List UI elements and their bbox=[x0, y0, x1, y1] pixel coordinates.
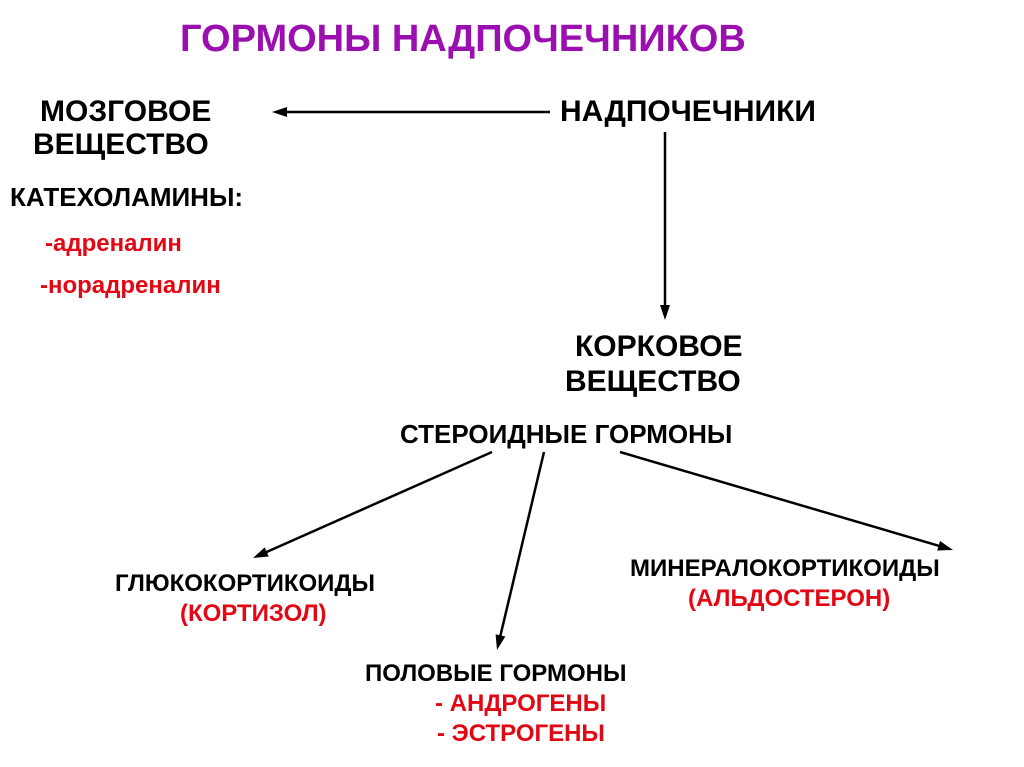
node-gluco: ГЛЮКОКОРТИКОИДЫ bbox=[115, 570, 375, 598]
node-medulla2: ВЕЩЕСТВО bbox=[33, 128, 209, 163]
arrow-line-2 bbox=[261, 452, 492, 554]
node-androg: - АНДРОГЕНЫ bbox=[435, 690, 606, 718]
arrow-head-3 bbox=[496, 634, 506, 650]
arrow-head-0 bbox=[272, 107, 287, 117]
node-medulla1: МОЗГОВОЕ bbox=[40, 95, 211, 130]
node-noradrenaline: -норадреналин bbox=[40, 272, 221, 300]
arrow-line-4 bbox=[620, 452, 944, 547]
node-estrog: - ЭСТРОГЕНЫ bbox=[437, 720, 605, 748]
node-cortex1: КОРКОВОЕ bbox=[575, 330, 743, 365]
node-cortex2: ВЕЩЕСТВО bbox=[565, 365, 741, 400]
arrow-head-4 bbox=[937, 541, 953, 551]
node-mineral: МИНЕРАЛОКОРТИКОИДЫ bbox=[630, 555, 940, 583]
node-aldost: (АЛЬДОСТЕРОН) bbox=[688, 585, 890, 613]
arrow-head-1 bbox=[660, 305, 670, 320]
node-steroid: СТЕРОИДНЫЕ ГОРМОНЫ bbox=[400, 420, 732, 450]
node-sex: ПОЛОВЫЕ ГОРМОНЫ bbox=[365, 660, 626, 688]
node-adrenaline: -адреналин bbox=[45, 230, 182, 258]
node-cortisol: (КОРТИЗОЛ) bbox=[180, 600, 327, 628]
arrow-head-2 bbox=[253, 547, 269, 558]
node-title: ГОРМОНЫ НАДПОЧЕЧНИКОВ bbox=[180, 18, 746, 62]
node-catechol: КАТЕХОЛАМИНЫ: bbox=[10, 183, 243, 213]
node-adrenal: НАДПОЧЕЧНИКИ bbox=[560, 95, 816, 130]
arrow-line-3 bbox=[499, 452, 544, 641]
